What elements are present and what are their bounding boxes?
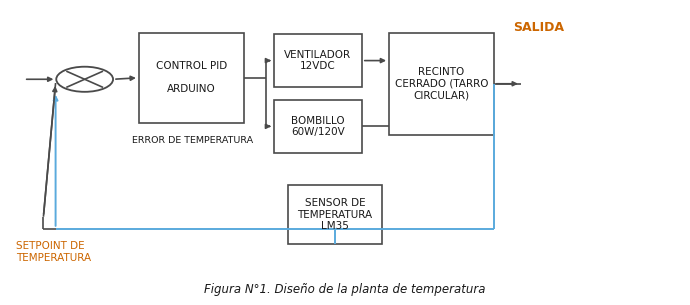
Text: 60W/120V: 60W/120V [291,127,345,137]
Text: BOMBILLO: BOMBILLO [291,116,345,126]
Text: VENTILADOR: VENTILADOR [284,50,351,60]
Text: CIRCULAR): CIRCULAR) [413,90,469,100]
Text: SENSOR DE: SENSOR DE [304,198,365,208]
Bar [288,185,382,244]
Bar [274,100,362,152]
Bar [139,33,244,123]
Text: CONTROL PID: CONTROL PID [155,61,227,71]
Circle shape [57,67,113,92]
Text: TEMPERATURA: TEMPERATURA [297,210,373,220]
Text: RECINTO: RECINTO [418,67,464,77]
Text: SETPOINT DE
TEMPERATURA: SETPOINT DE TEMPERATURA [16,242,91,263]
Text: ERROR DE TEMPERATURA: ERROR DE TEMPERATURA [132,136,253,145]
Bar [389,33,494,135]
Text: ARDUINO: ARDUINO [167,84,215,94]
Bar [274,34,362,87]
Text: CERRADO (TARRO: CERRADO (TARRO [395,79,488,89]
Text: 12VDC: 12VDC [300,61,336,71]
Text: LM35: LM35 [321,221,348,231]
Text: Figura N°1. Diseño de la planta de temperatura: Figura N°1. Diseño de la planta de tempe… [204,283,486,296]
Text: SALIDA: SALIDA [513,21,564,34]
